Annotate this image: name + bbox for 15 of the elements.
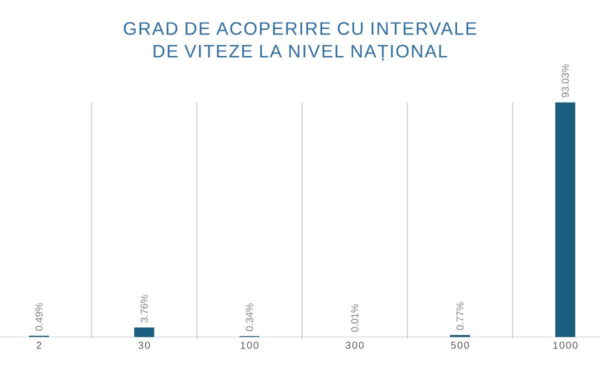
x-tick-label: 2 bbox=[36, 342, 42, 349]
x-tick-label: 100 bbox=[240, 342, 258, 349]
x-tick-label: 300 bbox=[346, 342, 364, 349]
data-label: 0.01% bbox=[351, 304, 358, 332]
data-label: 0.77% bbox=[456, 302, 464, 330]
bar bbox=[555, 102, 576, 338]
data-label: 3.76% bbox=[140, 294, 148, 322]
data-label: 0.34% bbox=[246, 303, 254, 332]
x-tick-label: 1000 bbox=[553, 342, 578, 349]
data-label: 0.49% bbox=[35, 303, 42, 331]
x-tick-label: 500 bbox=[451, 342, 469, 349]
data-label: 93.03% bbox=[562, 64, 569, 98]
x-tick-label: 30 bbox=[138, 342, 150, 349]
bar bbox=[134, 328, 154, 338]
chart-title: GRAD DE ACOPERIRE CU INTERVALE DE VITEZE LA NIVEL NAȚIONAL bbox=[124, 22, 476, 62]
